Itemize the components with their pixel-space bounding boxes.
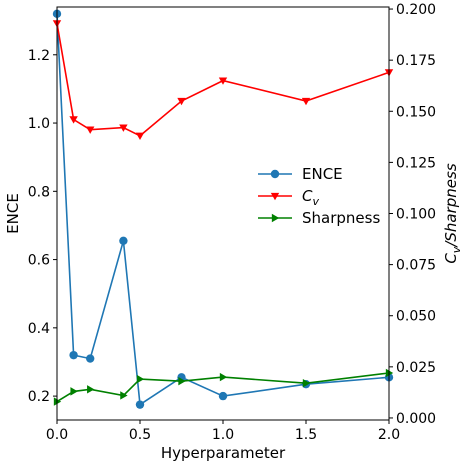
ence-point-2 — [86, 354, 95, 363]
ence-point-1 — [69, 350, 78, 360]
ence-point-4 — [135, 400, 145, 409]
sharpness-point-2 — [87, 385, 95, 394]
y-left-axis-label: ENCE — [4, 193, 22, 234]
plot-marks — [52, 9, 394, 409]
y-right-tick-label-2: 0.050 — [396, 309, 436, 325]
sharpness-point-3 — [120, 391, 128, 400]
x-tick-label-0: 0.0 — [46, 427, 68, 443]
sharpness-point-0 — [53, 397, 62, 406]
y-left-tick-label-5: 1.2 — [28, 48, 50, 64]
y-left-tick-label-1: 0.4 — [28, 321, 50, 337]
legend-marker-ence — [270, 169, 280, 179]
sharpness-point-5 — [178, 376, 186, 386]
ence-point-6 — [218, 391, 228, 401]
x-tick-label-3: 1.5 — [295, 427, 317, 443]
sharpness-point-4 — [136, 374, 145, 384]
c-v-point-5 — [177, 97, 186, 106]
y-right-tick-label-1: 0.025 — [396, 360, 436, 376]
c-v-point-7 — [301, 97, 311, 106]
c-v-point-6 — [218, 77, 228, 85]
y-left-tick-label-4: 1.0 — [28, 116, 50, 132]
legend-label-c-v: Cv — [302, 187, 319, 208]
c-v-point-4 — [135, 132, 145, 141]
y-right-axis-label: Cv/Sharpness — [442, 163, 463, 264]
y-right-tick-label-4: 0.100 — [396, 207, 436, 223]
y-right-tick-label-8: 0.200 — [396, 2, 436, 18]
x-tick-label-4: 2.0 — [378, 427, 400, 443]
x-axis-label: Hyperparameter — [161, 444, 286, 462]
c-v-point-1 — [69, 116, 78, 124]
axes: 0.0 0.5 1.0 1.5 2.0 0.2 0.4 0.6 0.8 1.0 1.2 0.000 0.… — [4, 2, 463, 462]
y-right-tick-label-3: 0.075 — [396, 258, 436, 274]
y-left-tick-label-0: 0.2 — [28, 389, 50, 405]
legend-marker-c-v — [270, 192, 280, 201]
legend-label-ence: ENCE — [302, 165, 343, 183]
y-right-tick-label-0: 0.000 — [396, 411, 436, 427]
sharpness-point-6 — [219, 372, 228, 382]
c-v-point-2 — [86, 126, 95, 134]
sharpness-point-1 — [70, 387, 78, 396]
y-right-tick-label-7: 0.175 — [396, 53, 436, 69]
x-tick-label-2: 1.0 — [212, 427, 234, 443]
ence-point-3 — [119, 236, 128, 246]
sharpness-point-8 — [385, 368, 394, 378]
y-left-tick-label-3: 0.8 — [28, 184, 50, 200]
y-right-tick-label-5: 0.125 — [396, 155, 436, 171]
sharpness-point-7 — [302, 378, 311, 388]
y-left-tick-label-2: 0.6 — [28, 253, 50, 269]
c-v-point-3 — [119, 124, 128, 132]
x-tick-label-1: 0.5 — [129, 427, 151, 443]
legend-label-sharpness: Sharpness — [302, 209, 380, 227]
y-right-tick-label-6: 0.150 — [396, 104, 436, 120]
legend-marker-sharpness — [271, 213, 280, 223]
